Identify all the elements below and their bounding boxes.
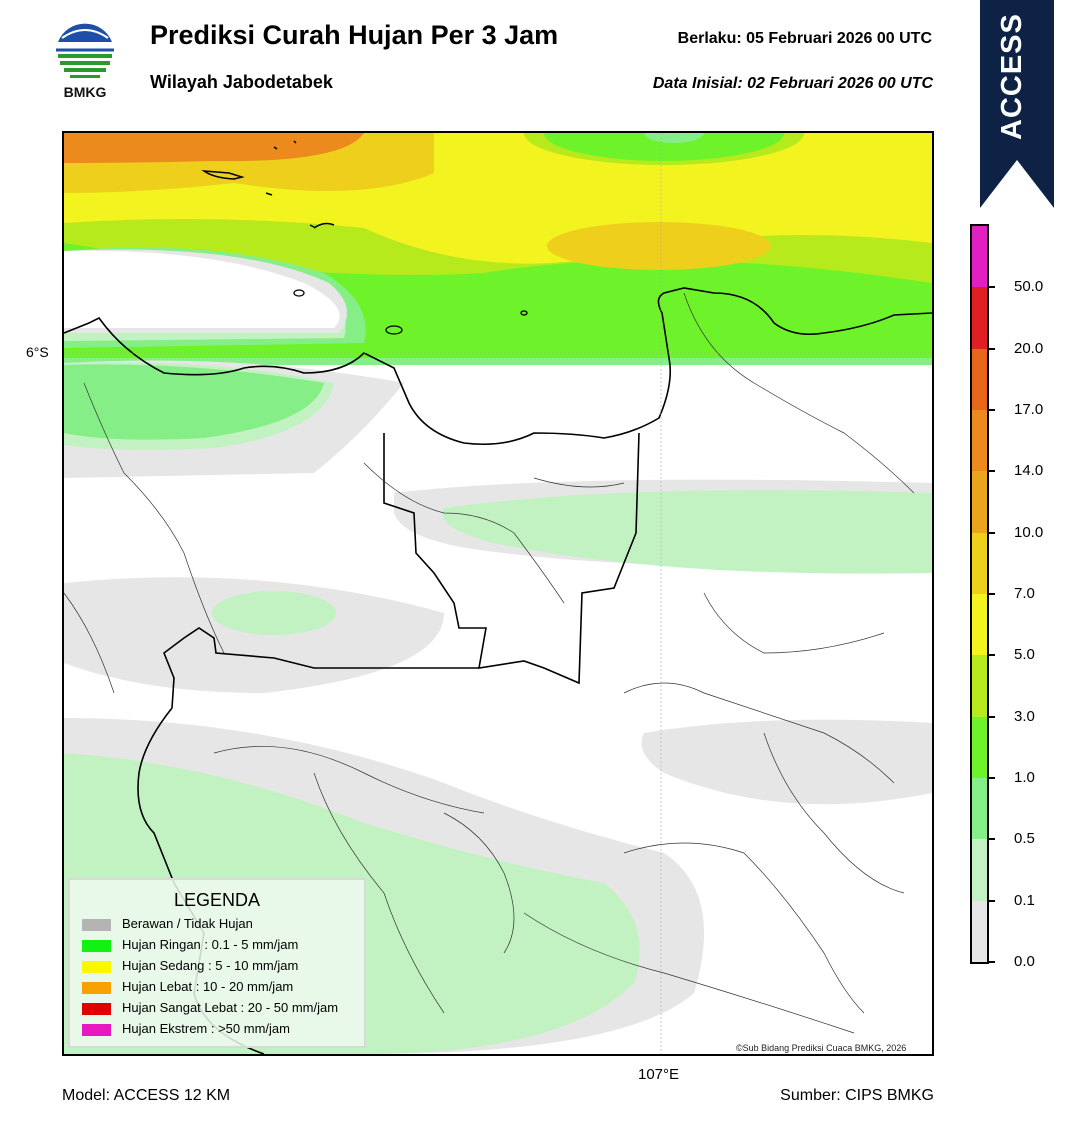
colorbar-tick — [987, 347, 995, 350]
map-canvas — [64, 133, 932, 1054]
colorbar-tick — [987, 531, 995, 534]
colorbar-segment — [972, 900, 987, 963]
source-label: Sumber: CIPS BMKG — [780, 1087, 934, 1104]
colorbar-tick — [987, 654, 995, 657]
colorbar-tick-label: 3.0 — [1014, 707, 1035, 725]
legend-swatch — [82, 939, 111, 952]
legend-item-cloudy: Berawan / Tidak Hujan — [82, 916, 253, 934]
page-subtitle: Wilayah Jabodetabek — [150, 72, 333, 92]
colorbar-tick — [987, 409, 995, 411]
rainfall-map — [62, 131, 934, 1056]
bmkg-logo — [52, 20, 118, 102]
colorbar-tick — [987, 286, 995, 289]
colorbar-tick-label: 10.0 — [1014, 523, 1044, 541]
legend-swatch — [82, 960, 111, 973]
colorbar-segment — [972, 716, 987, 779]
logo-text: BMKG — [63, 84, 107, 100]
colorbar-tick-label: 50.0 — [1014, 278, 1044, 296]
model-ribbon — [980, 0, 1054, 208]
district-boundaries — [64, 292, 915, 1034]
lat-label: 6°S — [26, 344, 49, 360]
colorbar-segment — [972, 655, 987, 718]
colorbar-tick-label: 0.1 — [1014, 891, 1035, 909]
legend-item-heavy: Hujan Lebat : 10 - 20 mm/jam — [82, 979, 293, 997]
legend-box: LEGENDA Berawan / Tidak Hujan Hujan Ring… — [68, 878, 366, 1048]
valid-time: Berlaku: 05 Februari 2026 00 UTC — [677, 30, 932, 47]
colorbar-tick — [987, 961, 995, 963]
colorbar-tick-label: 1.0 — [1014, 769, 1035, 786]
colorbar-segment — [972, 410, 987, 472]
colorbar-tick-label: 20.0 — [1014, 339, 1044, 357]
legend-item-extreme: Hujan Ekstrem : >50 mm/jam — [82, 1021, 290, 1039]
init-time: Data Inisial: 02 Februari 2026 00 UTC — [652, 75, 933, 92]
colorbar-segment — [972, 471, 987, 534]
colorbar-tick — [987, 777, 995, 779]
page-title: Prediksi Curah Hujan Per 3 Jam — [150, 20, 559, 50]
legend-item-light: Hujan Ringan : 0.1 - 5 mm/jam — [82, 937, 298, 955]
legend-swatch — [82, 1023, 111, 1036]
colorbar-tick-label: 7.0 — [1014, 585, 1035, 602]
colorbar-segment — [972, 778, 987, 840]
province-boundary — [383, 432, 640, 685]
model-label: Model: ACCESS 12 KM — [62, 1087, 231, 1104]
colorbar-tick-label: 14.0 — [1014, 462, 1044, 480]
legend-title: LEGENDA — [173, 890, 261, 910]
colorbar-segment — [972, 348, 987, 411]
colorbar-segment — [972, 532, 987, 595]
colorbar-segment — [972, 594, 987, 656]
copyright: ©Sub Bidang Prediksi Cuaca BMKG, 2026 — [736, 1043, 907, 1053]
colorbar-tick — [987, 899, 995, 902]
coastline — [64, 287, 932, 446]
colorbar-tick-label: 5.0 — [1014, 646, 1035, 664]
colorbar-segment — [972, 226, 987, 288]
legend-swatch — [82, 1002, 111, 1015]
colorbar-tick — [987, 838, 995, 841]
legend-swatch — [82, 981, 111, 994]
model-ribbon-label: ACCESS — [996, 13, 1028, 141]
colorbar-tick-label: 0.5 — [1014, 830, 1035, 848]
colorbar-tick-label: 17.0 — [1014, 401, 1044, 418]
legend-swatch — [82, 918, 111, 931]
colorbar-segment — [972, 287, 987, 350]
legend-item-very-heavy: Hujan Sangat Lebat : 20 - 50 mm/jam — [82, 1000, 338, 1018]
colorbar-tick — [987, 715, 995, 718]
colorbar-tick-label: 0.0 — [1014, 953, 1035, 970]
colorbar-tick — [987, 593, 995, 595]
colorbar-tick — [987, 470, 995, 473]
lon-label: 107°E — [638, 1066, 680, 1083]
legend-item-moderate: Hujan Sedang : 5 - 10 mm/jam — [82, 958, 298, 976]
colorbar-segment — [972, 839, 987, 902]
